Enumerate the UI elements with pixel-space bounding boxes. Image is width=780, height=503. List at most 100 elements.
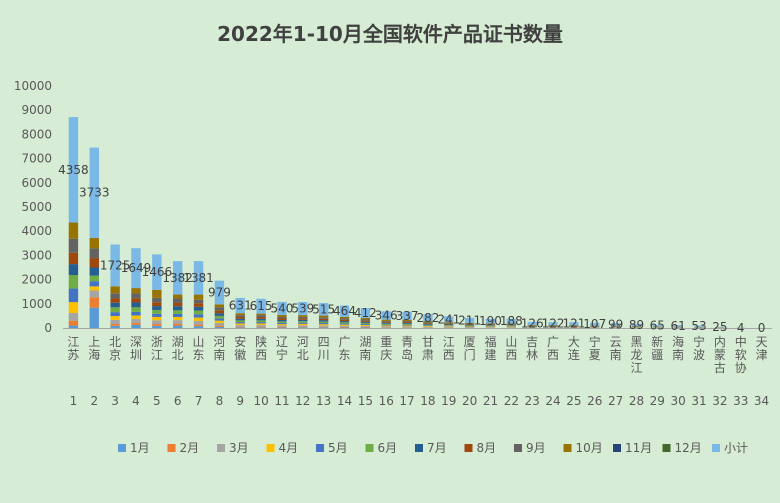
bar-segment-subtotal (318, 303, 329, 316)
x-tick-label: 宁夏 (589, 334, 601, 362)
bar-segment (235, 315, 245, 317)
bar-segment (152, 316, 162, 321)
legend-label: 7月 (427, 441, 447, 455)
bar-segment (402, 322, 412, 324)
x-index-label: 34 (754, 394, 769, 408)
legend-label: 10月 (576, 441, 603, 455)
bar-segment-subtotal (590, 322, 600, 326)
data-label: 53 (691, 319, 706, 333)
data-label: 241 (437, 312, 460, 326)
bar-segment (444, 325, 454, 326)
bar-segment (172, 302, 183, 307)
bar-segment (89, 237, 99, 249)
bar-segment (89, 267, 99, 276)
bar-segment (110, 286, 120, 294)
x-index-label: 26 (587, 394, 602, 408)
bar-segment-subtotal (131, 248, 141, 289)
bar-segment (402, 319, 412, 322)
legend-swatch (563, 444, 572, 452)
bar-segment (256, 324, 266, 327)
x-index-label: 13 (316, 394, 331, 408)
bar-segment (235, 320, 245, 323)
legend-label: 1月 (130, 441, 150, 455)
bar-segment (256, 323, 266, 325)
y-tick-label: 9000 (21, 103, 52, 117)
legend-label: 4月 (279, 441, 299, 455)
legend-swatch (217, 444, 225, 452)
bar-segment-subtotal (610, 323, 621, 326)
data-label: 99 (608, 317, 623, 331)
x-index-label: 8 (216, 394, 224, 408)
x-index-label: 31 (691, 394, 706, 408)
x-tick-label: 福建 (484, 334, 496, 362)
x-tick-label: 山西 (505, 335, 517, 362)
bar-segment (360, 324, 371, 325)
bar-segment-subtotal (423, 314, 433, 322)
x-index-label: 18 (420, 394, 435, 408)
bar-segment (444, 323, 454, 325)
x-index-label: 9 (236, 394, 244, 408)
x-index-label: 5 (153, 394, 161, 408)
x-index-label: 22 (504, 394, 519, 408)
bar-segment (89, 290, 99, 298)
bar-segment (110, 319, 120, 325)
bar-segment (381, 319, 391, 321)
bar-segment (485, 325, 496, 327)
bar-segment (298, 322, 308, 324)
bar-segment (423, 321, 433, 323)
bar-segment (110, 293, 120, 299)
data-label: 346 (375, 308, 398, 322)
bar-segment (318, 318, 329, 321)
bar-segment-subtotal (652, 324, 663, 327)
bar-segment (381, 320, 391, 322)
data-label: 1649 (121, 261, 152, 275)
bar-segment-subtotal (298, 302, 308, 316)
bar-segment (152, 309, 162, 314)
bar-segment (339, 318, 350, 320)
x-index-label: 11 (274, 394, 289, 408)
bar-segment (318, 321, 329, 323)
data-label: 337 (396, 309, 419, 323)
bar-segment (506, 325, 517, 327)
bar-segment (89, 286, 99, 291)
x-index-label: 1 (70, 394, 78, 408)
bar-segment-subtotal (214, 280, 225, 305)
bar-segment (89, 297, 99, 308)
bar-segment-subtotal (548, 322, 558, 326)
bar-segment (485, 324, 496, 326)
bar-segment (318, 324, 329, 326)
bar-segment (339, 323, 350, 325)
bar-segment (214, 304, 225, 308)
x-tick-label: 北京 (109, 335, 121, 362)
x-index-label: 12 (295, 394, 310, 408)
x-tick-label: 河北 (297, 335, 309, 362)
bar-segment (89, 275, 99, 282)
x-tick-label: 广东 (339, 335, 351, 362)
y-tick-label: 6000 (21, 176, 52, 190)
bar-segment (402, 326, 412, 328)
x-index-label: 33 (733, 394, 748, 408)
bar-segment-subtotal (235, 297, 245, 314)
bar-segment (89, 307, 99, 328)
x-tick-label: 湖北 (172, 334, 184, 362)
x-index-label: 32 (712, 394, 727, 408)
legend-label: 8月 (477, 441, 497, 455)
x-tick-label: 江苏 (67, 335, 79, 362)
bar-segment (464, 323, 475, 325)
y-tick-label: 3000 (21, 248, 52, 262)
y-tick-label: 10000 (14, 79, 52, 93)
bar-segment-subtotal (569, 322, 579, 326)
bar-segment (277, 325, 287, 327)
bar-segment (152, 289, 162, 298)
bar-segment (235, 318, 245, 321)
bar-segment (360, 321, 371, 323)
x-tick-label: 广西 (547, 335, 559, 362)
bar-segment (318, 326, 329, 328)
bar-segment (214, 318, 225, 321)
data-label: 0 (758, 321, 766, 335)
x-tick-label: 湖南 (359, 334, 371, 362)
bar-segment (214, 307, 225, 311)
x-tick-label: 重庆 (380, 335, 392, 362)
bar-segment (339, 326, 350, 328)
bar-segment (464, 326, 475, 328)
